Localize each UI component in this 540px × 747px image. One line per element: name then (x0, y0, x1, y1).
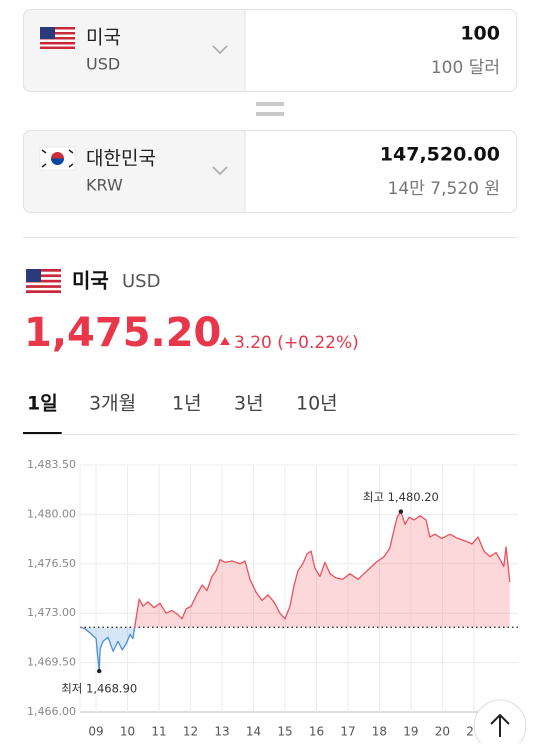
chart: 1,466.00 1,469.50 1,473.00 1,476.50 1,480.00… (27, 458, 518, 739)
tab[interactable]: 3년 (234, 393, 264, 415)
equals-icon (256, 102, 284, 116)
tab[interactable]: 1년 (172, 393, 202, 415)
tab[interactable]: 1일 (27, 393, 58, 415)
tab-underline (23, 432, 62, 435)
box-left (23, 9, 246, 92)
x-tick-label: 11 (151, 725, 166, 739)
us-flag (40, 27, 75, 49)
currency-code: KRW (86, 176, 123, 195)
x-tick-label: 16 (309, 725, 324, 739)
amount-text: 100 달러 (431, 58, 500, 78)
x-tick-label: 14 (246, 725, 261, 739)
x-tick-label: 20 (435, 725, 450, 739)
x-tick-label: 18 (372, 725, 387, 739)
x-tick-label: 13 (214, 725, 229, 739)
x-tick-label: 15 (277, 725, 292, 739)
y-tick-label: 1,476.50 (27, 557, 76, 570)
y-tick-label: 1,480.00 (27, 507, 76, 520)
chevron (212, 45, 228, 55)
x-tick-label: 10 (120, 725, 135, 739)
x-tick-label: 09 (88, 725, 103, 739)
y-tick-label: 1,466.00 (27, 705, 76, 718)
extreme-point (398, 509, 404, 514)
amount: 147,520.00 (380, 144, 500, 166)
y-tick-label: 1,469.50 (27, 656, 76, 669)
currency-code: USD (86, 55, 120, 74)
arrow-up (490, 713, 510, 737)
y-tick-label: 1,483.50 (27, 458, 76, 471)
up-arrow (220, 337, 230, 345)
price: 1,475.20 (24, 310, 221, 356)
chevron (212, 166, 228, 176)
kr-flag (39, 146, 76, 171)
area (80, 511, 510, 672)
currency-name: 대한민국 (86, 148, 156, 170)
price-change: 3.20 (+0.22%) (234, 333, 359, 353)
from-currency[interactable]: 미국 USD 100 100 달러 (23, 9, 517, 92)
price-line (79, 510, 511, 672)
quote-code: USD (122, 271, 160, 292)
low-label: 최저 1,468.90 (61, 682, 137, 696)
x-tick-label: 19 (403, 725, 418, 739)
us-flag (26, 269, 61, 293)
period-tabs: 1일 3개월 1년 3년 10년 (23, 393, 338, 435)
to-currency[interactable]: 대한민국 KRW 147,520.00 14만 7,520 원 (23, 130, 517, 213)
high-label: 최고 1,480.20 (363, 490, 439, 504)
box-left (23, 130, 246, 213)
amount: 100 (460, 23, 500, 45)
amount-text: 14만 7,520 원 (388, 179, 500, 199)
currency-name: 미국 (86, 27, 121, 49)
y-tick-label: 1,473.00 (27, 606, 76, 619)
tab[interactable]: 3개월 (89, 393, 136, 415)
tab[interactable]: 10년 (296, 393, 338, 415)
extreme-point (97, 668, 102, 674)
quote-name: 미국 (72, 269, 109, 293)
x-tick-label: 12 (183, 725, 198, 739)
scroll-top-button[interactable] (473, 699, 527, 747)
x-tick-label: 17 (340, 725, 355, 739)
